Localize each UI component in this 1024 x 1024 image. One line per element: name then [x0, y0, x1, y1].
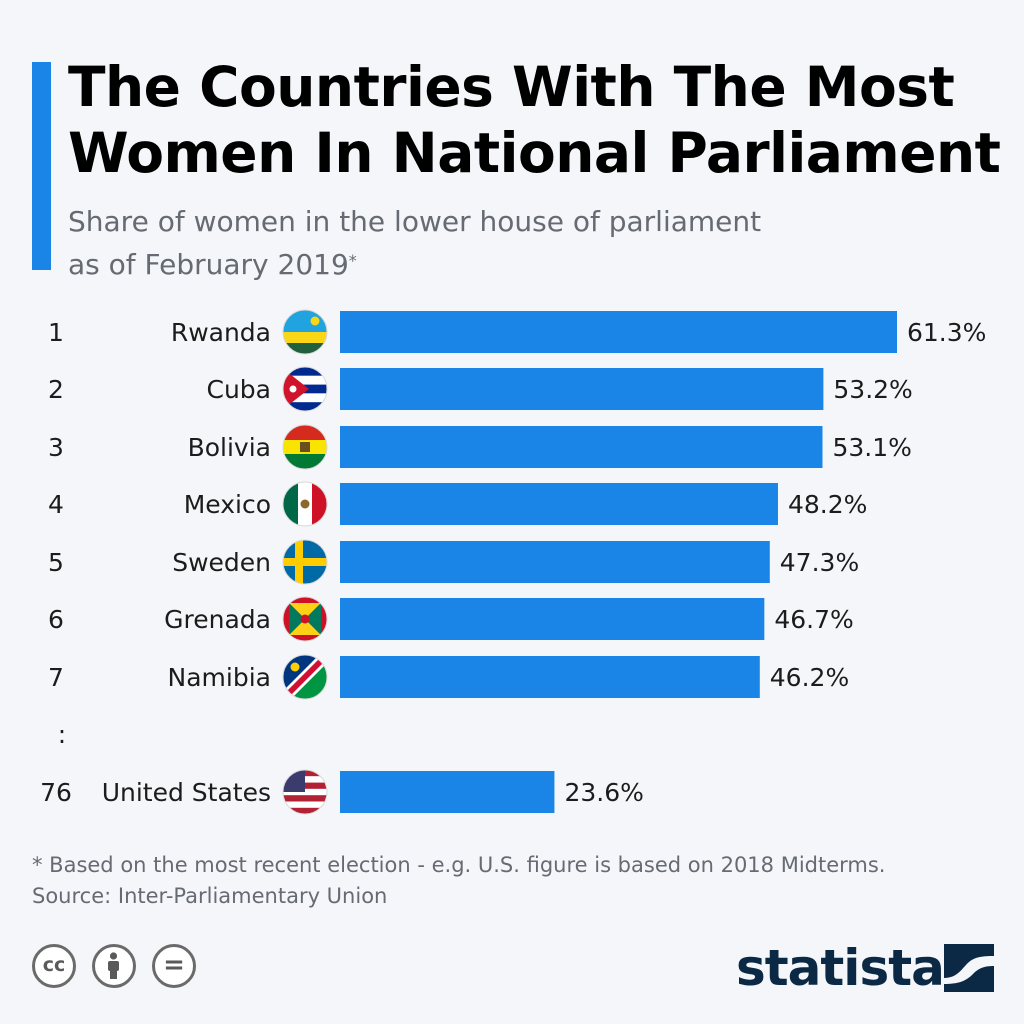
rank-label: 3	[48, 433, 64, 462]
rank-label: 76	[40, 778, 72, 807]
brand-name: statista	[736, 939, 945, 997]
footnote-note: * Based on the most recent election - e.…	[32, 853, 886, 877]
chart-row: 1 Rwanda 61.3%	[48, 309, 986, 355]
gap-marker: :	[58, 720, 66, 749]
chart-row: 6 Grenada 46.7%	[48, 596, 854, 642]
bar	[340, 483, 778, 525]
country-label: Cuba	[207, 375, 272, 404]
bolivia-flag-icon	[282, 424, 328, 470]
bar	[340, 311, 897, 353]
country-label: Namibia	[168, 663, 271, 692]
country-label: Grenada	[164, 605, 271, 634]
rwanda-flag-icon	[282, 309, 328, 355]
value-label: 46.2%	[770, 663, 849, 692]
grenada-flag-icon	[282, 596, 328, 642]
bar-chart: 1 Rwanda 61.3% 2 Cuba 53.2% 3 Bolivia 53.1% 4 Mexi…	[40, 309, 986, 815]
namibia-flag-icon	[282, 654, 328, 700]
title-accent-bar	[32, 62, 51, 270]
chart-row: 2 Cuba 53.2%	[48, 366, 913, 412]
sweden-flag-icon	[282, 539, 328, 585]
rank-label: 2	[48, 375, 64, 404]
country-label: Sweden	[172, 548, 271, 577]
mexico-flag-icon	[282, 481, 328, 527]
chart-row: 76 United States 23.6%	[40, 769, 644, 815]
no-derivatives-glyph: =	[163, 950, 185, 980]
rank-label: 4	[48, 490, 64, 519]
subtitle-text: Share of women in the lower house of par…	[68, 205, 762, 281]
country-label: Bolivia	[188, 433, 271, 462]
chart-row: 4 Mexico 48.2%	[48, 481, 867, 527]
bar	[340, 656, 760, 698]
rank-label: 7	[48, 663, 64, 692]
country-label: Rwanda	[171, 318, 271, 347]
bar	[340, 426, 823, 468]
value-label: 23.6%	[564, 778, 643, 807]
chart-row: 3 Bolivia 53.1%	[48, 424, 912, 470]
footnote: * Based on the most recent election - e.…	[32, 850, 1012, 912]
bar	[340, 771, 555, 813]
chart-title: The Countries With The Most Women In Nat…	[68, 55, 1001, 185]
bar	[340, 541, 770, 583]
rank-label: 5	[48, 548, 64, 577]
statista-logo-icon	[944, 944, 994, 992]
bar	[340, 368, 824, 410]
attribution-icon[interactable]	[92, 944, 136, 988]
footnote-source: Source: Inter-Parliamentary Union	[32, 884, 388, 908]
rank-label: 1	[48, 318, 64, 347]
chart-row: 7 Namibia 46.2%	[48, 654, 849, 700]
value-label: 53.2%	[833, 375, 912, 404]
country-label: Mexico	[184, 490, 271, 519]
cc-glyph: cc	[42, 954, 66, 976]
country-label: United States	[102, 778, 271, 807]
united-states-flag-icon	[282, 769, 328, 815]
cuba-flag-icon	[282, 366, 328, 412]
rank-label: 6	[48, 605, 64, 634]
value-label: 47.3%	[780, 548, 859, 577]
value-label: 53.1%	[832, 433, 911, 462]
value-label: 48.2%	[788, 490, 867, 519]
chart-row: 5 Sweden 47.3%	[48, 539, 859, 585]
value-label: 61.3%	[907, 318, 986, 347]
no-derivatives-icon[interactable]: =	[152, 944, 196, 988]
cc-icon[interactable]: cc	[32, 944, 76, 988]
bar	[340, 598, 765, 640]
subtitle-footnote-marker: *	[348, 251, 357, 270]
value-label: 46.7%	[774, 605, 853, 634]
chart-subtitle: Share of women in the lower house of par…	[68, 200, 768, 286]
